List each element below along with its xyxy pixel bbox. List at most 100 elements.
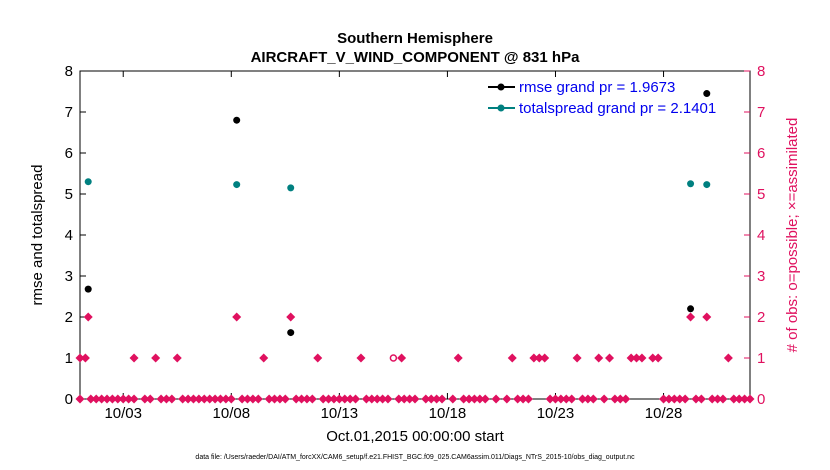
plot-frame <box>79 70 751 400</box>
obs-assimilated-point <box>518 394 528 404</box>
obs-assimilated-point <box>248 394 258 404</box>
legend-rmse-marker <box>497 83 505 91</box>
obs-assimilated-point <box>270 394 280 404</box>
obs-assimilated-point <box>578 394 587 404</box>
obs-assimilated-point <box>178 394 188 404</box>
y-tick-label-left: 0 <box>65 391 73 408</box>
obs-assimilated-point <box>340 394 350 404</box>
totalspread-point <box>287 184 295 192</box>
obs-assimilated-point <box>729 394 739 404</box>
rmse-point <box>84 285 92 293</box>
data-file-footnote: data file: /Users/raeder/DAI/ATM_forcXX/… <box>195 454 635 461</box>
y-axis-label-right: # of obs: o=possible; ×=assimilated <box>784 118 801 353</box>
y-tick-label-right: 5 <box>757 186 765 203</box>
obs-assimilated-point <box>75 353 85 363</box>
obs-assimilated-point <box>513 394 523 404</box>
obs-assimilated-point <box>199 394 209 404</box>
obs-assimilated-point <box>113 394 123 404</box>
totalspread-point <box>84 178 92 186</box>
obs-assimilated-point <box>129 353 139 363</box>
obs-assimilated-point <box>556 394 566 404</box>
obs-assimilated-point <box>232 312 242 322</box>
obs-assimilated-point <box>75 394 85 404</box>
obs-assimilated-point <box>302 394 312 404</box>
y-tick-label-right: 3 <box>757 268 765 285</box>
totalspread-point <box>687 180 695 188</box>
obs-assimilated-point <box>669 394 679 404</box>
obs-possible-point <box>389 354 398 362</box>
x-tick-label: 10/03 <box>104 405 142 422</box>
obs-assimilated-point <box>410 394 420 404</box>
legend-rmse-label: rmse grand pr = 1.9673 <box>519 79 675 96</box>
obs-assimilated-point <box>740 394 750 404</box>
obs-assimilated-point <box>372 394 382 404</box>
y-tick-label-left: 5 <box>65 186 73 203</box>
obs-assimilated-point <box>610 394 620 404</box>
obs-assimilated-point <box>291 394 301 404</box>
obs-assimilated-point <box>307 394 317 404</box>
obs-assimilated-point <box>118 394 128 404</box>
obs-assimilated-point <box>378 394 388 404</box>
obs-assimilated-point <box>659 394 669 404</box>
obs-assimilated-point <box>226 394 236 404</box>
obs-assimilated-point <box>194 394 204 404</box>
obs-assimilated-point <box>583 394 593 404</box>
y-tick-label-right: 2 <box>757 309 765 326</box>
obs-assimilated-point <box>183 394 193 404</box>
obs-assimilated-point <box>632 353 642 363</box>
obs-assimilated-point <box>405 394 415 404</box>
obs-assimilated-point <box>156 394 166 404</box>
obs-assimilated-point <box>275 394 285 404</box>
rmse-point <box>287 329 295 337</box>
legend-spread-marker <box>497 104 505 112</box>
chart-subtitle: AIRCRAFT_V_WIND_COMPONENT @ 831 hPa <box>251 49 581 66</box>
obs-assimilated-point <box>691 394 701 404</box>
obs-assimilated-point <box>280 394 290 404</box>
obs-assimilated-point <box>550 394 560 404</box>
x-tick-label: 10/18 <box>429 405 467 422</box>
rmse-point <box>703 90 711 98</box>
obs-assimilated-point <box>80 353 90 363</box>
obs-assimilated-point <box>723 353 733 363</box>
obs-assimilated-point <box>475 394 485 404</box>
obs-assimilated-point <box>367 394 377 404</box>
obs-assimilated-point <box>324 394 334 404</box>
obs-assimilated-point <box>480 394 490 404</box>
obs-assimilated-point <box>140 394 150 404</box>
obs-assimilated-point <box>124 394 134 404</box>
obs-assimilated-point <box>426 394 436 404</box>
obs-assimilated-point <box>734 394 744 404</box>
y-tick-label-left: 4 <box>65 227 73 244</box>
y-tick-label-right: 1 <box>757 350 765 367</box>
obs-assimilated-point <box>507 353 517 363</box>
obs-assimilated-point <box>707 394 717 404</box>
obs-assimilated-point <box>329 394 339 404</box>
tick-layer: 10/03 10/08 10/13 10/18 10/23 10/28 0 1 2 3 4 5 6 7 8 0… <box>65 63 766 422</box>
obs-assimilated-point <box>621 394 631 404</box>
y-tick-label-left: 1 <box>65 350 73 367</box>
legend-spread-label: totalspread grand pr = 2.1401 <box>519 100 716 117</box>
y-tick-label-left: 7 <box>65 104 73 121</box>
obs-assimilated-point <box>529 353 539 363</box>
y-tick-label-right: 7 <box>757 104 765 121</box>
obs-assimilated-point <box>713 394 723 404</box>
obs-assimilated-point <box>599 394 609 404</box>
obs-assimilated-point <box>523 394 533 404</box>
x-axis-label: Oct.01,2015 00:00:00 start <box>326 428 504 445</box>
obs-assimilated-point <box>91 394 101 404</box>
obs-assimilated-point <box>453 353 463 363</box>
obs-assimilated-point <box>210 394 220 404</box>
obs-assimilated-point <box>534 353 544 363</box>
obs-assimilated-point <box>421 394 431 404</box>
obs-assimilated-point <box>145 394 155 404</box>
obs-assimilated-point <box>237 394 247 404</box>
obs-assimilated-point <box>572 353 582 363</box>
obs-assimilated-point <box>567 394 577 404</box>
obs-assimilated-point <box>334 394 344 404</box>
obs-assimilated-point <box>502 394 512 404</box>
obs-assimilated-point <box>448 394 458 404</box>
obs-assimilated-point <box>129 394 139 404</box>
chart-title: Southern Hemisphere <box>337 30 493 47</box>
obs-assimilated-point <box>653 353 663 363</box>
